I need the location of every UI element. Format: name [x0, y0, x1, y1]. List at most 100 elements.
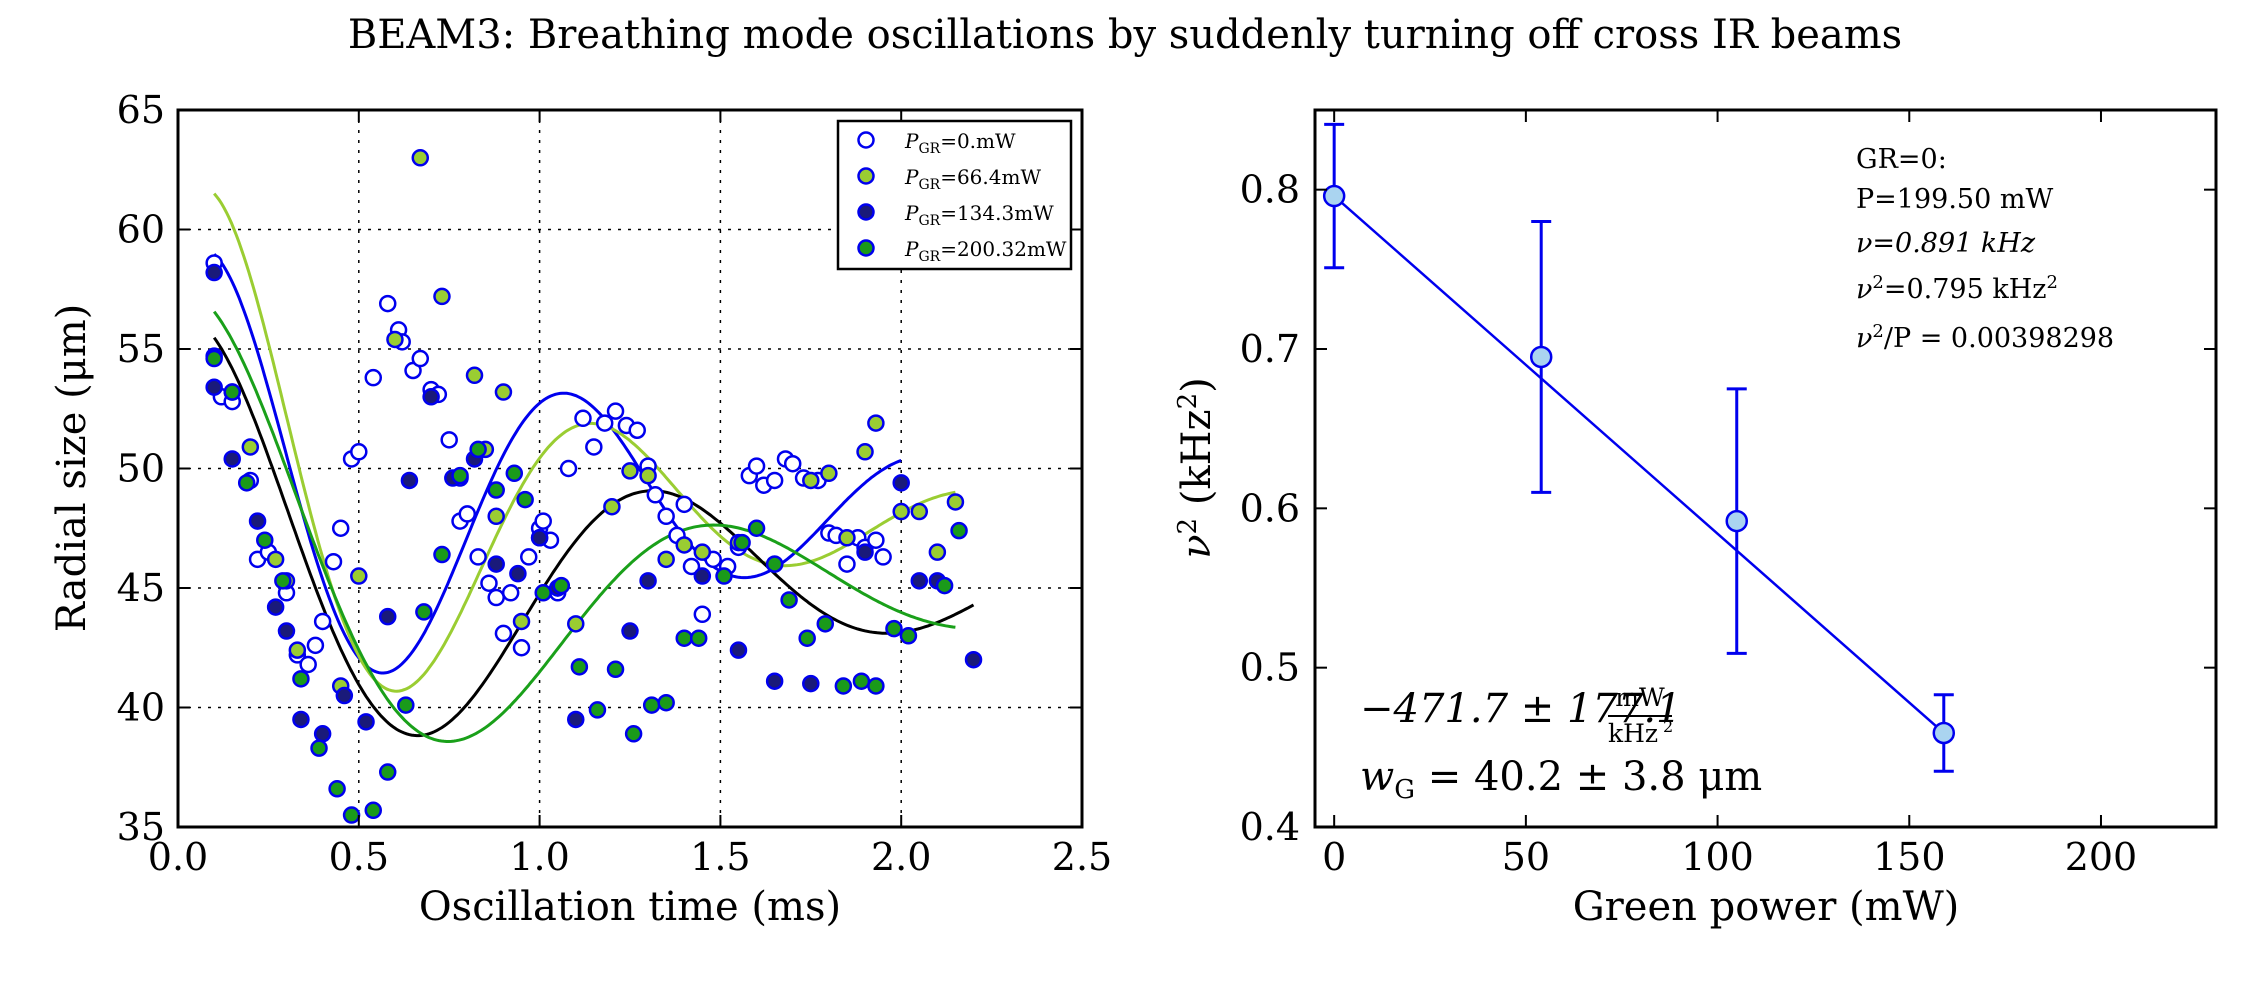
- data-point: [798, 629, 816, 647]
- data-point: [935, 576, 954, 595]
- info-line-4-nu: ν: [1856, 274, 1872, 305]
- left-grid: [178, 110, 1082, 827]
- data-point: [400, 471, 419, 490]
- info-line-2: P=199.50 mW: [1856, 184, 2053, 215]
- data-point: [606, 402, 625, 420]
- data-point: [534, 512, 552, 530]
- data-point: [342, 806, 361, 824]
- data-point: [946, 493, 965, 511]
- data-point: [350, 567, 368, 585]
- info-line-1: GR=0:: [1856, 144, 1947, 175]
- data-point: [223, 383, 241, 401]
- data-point: [892, 474, 910, 492]
- legend-sub: GR: [918, 213, 940, 229]
- legend-marker: [857, 167, 875, 185]
- data-point: [299, 655, 317, 674]
- data-point: [205, 263, 223, 282]
- data-point: [248, 512, 267, 530]
- data-point: [512, 612, 531, 631]
- data-point: [465, 366, 484, 385]
- data-point: [693, 567, 712, 585]
- data-point: [689, 629, 708, 647]
- data-point: [834, 677, 853, 695]
- data-point: [628, 421, 646, 440]
- left-x-axis-label: Oscillation time (ms): [419, 884, 841, 930]
- data-point: [516, 490, 534, 509]
- legend-label: PGR=66.4mW: [904, 165, 1041, 193]
- legend-sym: P: [904, 237, 919, 261]
- left-y-tick-label: 60: [117, 208, 165, 252]
- data-point: [411, 349, 430, 368]
- data-point: [1725, 509, 1748, 533]
- data-point: [357, 713, 375, 731]
- info-line-5-sq: 2: [1872, 321, 1883, 342]
- right-y-tick-label: 0.5: [1240, 646, 1300, 690]
- figure-title: BEAM3: Breathing mode oscillations by su…: [347, 12, 1903, 58]
- legend-marker: [857, 131, 875, 149]
- legend-val: =66.4mW: [940, 165, 1041, 189]
- left-fit-curves: [212, 192, 975, 743]
- data-point: [646, 486, 665, 504]
- data-point: [588, 701, 607, 719]
- data-point: [856, 443, 874, 461]
- data-point: [552, 576, 571, 595]
- info-line-4: ν2=0.795 kHz2: [1856, 272, 2058, 305]
- linear-fit-line: [1333, 195, 1945, 734]
- data-point: [639, 466, 657, 485]
- data-point: [241, 438, 260, 456]
- data-point: [603, 497, 621, 516]
- info-line-4-sq2: 2: [2047, 272, 2058, 293]
- data-point: [621, 622, 639, 640]
- data-point: [780, 591, 798, 609]
- data-point: [639, 572, 657, 590]
- data-point: [313, 725, 332, 743]
- data-point: [205, 378, 223, 396]
- right-x-tick-label: 200: [2065, 835, 2138, 879]
- data-point: [310, 739, 328, 757]
- right-x-axis-label: Green power (mW): [1573, 884, 1960, 930]
- info-line-4-sq: 2: [1872, 272, 1883, 293]
- data-point: [386, 330, 404, 349]
- legend-sub: GR: [918, 177, 940, 193]
- ylabel-sq: 2: [1173, 518, 1203, 535]
- slope-unit-denominator: kHz: [1608, 719, 1658, 748]
- data-point: [729, 641, 748, 659]
- data-point: [512, 639, 531, 657]
- data-point: [411, 149, 430, 167]
- data-point: [534, 584, 552, 602]
- right-x-tick-label: 100: [1681, 835, 1754, 879]
- data-point: [415, 603, 433, 621]
- data-point: [802, 674, 820, 693]
- info-line-5-val: /P = 0.00398298: [1884, 323, 2114, 354]
- data-point: [852, 672, 871, 690]
- info-box: GR=0: P=199.50 mW ν=0.891 kHz ν2=0.795 k…: [1856, 144, 2114, 354]
- legend-sym: P: [904, 165, 919, 189]
- right-data-points: [1322, 122, 1956, 773]
- data-point: [1322, 184, 1346, 208]
- slope-annotation: −471.7 ± 177.1 mW kHz 2 wG = 40.2 ± 3.8 …: [1360, 683, 1762, 805]
- data-point: [205, 349, 223, 368]
- legend-val: =134.3mW: [940, 201, 1054, 225]
- legend-marker: [857, 203, 875, 221]
- data-point: [364, 368, 383, 387]
- data-point: [715, 567, 733, 585]
- data-point: [469, 440, 487, 459]
- left-y-tick-label: 40: [117, 686, 165, 730]
- data-point: [509, 564, 527, 583]
- data-point: [331, 519, 350, 537]
- data-point: [1529, 345, 1553, 369]
- data-point: [867, 531, 885, 549]
- left-data-points: [205, 149, 983, 824]
- data-point: [675, 495, 693, 514]
- left-axis-ticks: 0.0 0.5 1.0 1.5 2.0 2.5 35 40 45 50 55 60 65: [117, 88, 1113, 879]
- data-point: [606, 660, 625, 679]
- waist-sym: w: [1360, 754, 1394, 800]
- right-axis-ticks: 0 50 100 150 200 0.4 0.5 0.6 0.7 0.8: [1240, 110, 2216, 879]
- data-point: [910, 502, 929, 521]
- data-point: [733, 533, 751, 552]
- legend-marker: [857, 239, 875, 257]
- data-point: [567, 710, 585, 729]
- data-point: [624, 725, 643, 743]
- data-point: [657, 550, 675, 569]
